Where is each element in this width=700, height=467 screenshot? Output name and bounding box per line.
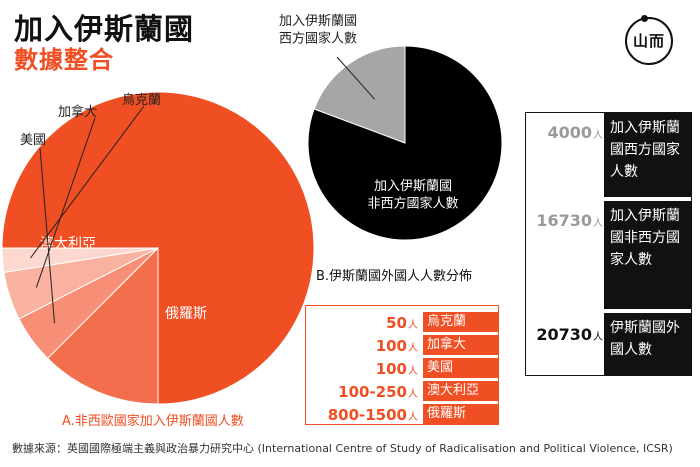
pie-a-slice-0 <box>1 91 315 405</box>
legend-a-name: 烏克蘭 <box>423 312 498 332</box>
pie-a-label-0: 俄羅斯 <box>165 306 207 322</box>
legend-b-name: 伊斯蘭國外國人數 <box>604 313 692 375</box>
legend-b-value-text: 20730 <box>536 325 592 344</box>
legend-a-row: 50人 烏克蘭 <box>306 312 498 334</box>
pie-b-label-0: 加入伊斯蘭國西方國家人數 <box>279 13 357 47</box>
legend-b-unit: 人 <box>593 332 603 343</box>
legend-a-value: 50人 <box>386 314 418 332</box>
pie-a-label-4: 烏克蘭 <box>122 92 161 108</box>
pie-a-slice-4 <box>1 247 159 273</box>
legend-b-value: 20730人 <box>536 325 603 344</box>
legend-b-unit: 人 <box>593 130 603 141</box>
pie-a-label-3: 加拿大 <box>58 104 97 120</box>
sun-icon <box>641 15 648 22</box>
chart-b-caption: B.伊斯蘭國外國人人數分佈 <box>316 269 473 284</box>
pie-b-label-1: 加入伊斯蘭國非西方國家人數 <box>367 178 458 212</box>
pie-b-slice-0 <box>313 45 406 144</box>
legend-a-value-text: 100 <box>375 337 407 355</box>
legend-b: 4000人 加入伊斯蘭國西方國家人數 16730人 加入伊斯蘭國非西方國家人數 2073… <box>525 112 692 376</box>
legend-a-value-text: 800-1500 <box>327 406 407 424</box>
legend-b-value: 4000人 <box>547 123 603 142</box>
legend-b-value-text: 16730 <box>536 211 592 230</box>
logo-text: 山而 <box>632 32 665 50</box>
legend-a-name: 加拿大 <box>423 335 498 355</box>
legend-a-unit: 人 <box>408 412 418 423</box>
legend-a-value: 100人 <box>376 360 418 378</box>
legend-a-value: 100-250人 <box>338 383 418 401</box>
legend-a-name: 俄羅斯 <box>423 404 498 424</box>
page-subtitle: 數據整合 <box>14 46 114 74</box>
legend-a-value: 100人 <box>376 337 418 355</box>
legend-a-value-text: 100 <box>375 360 407 378</box>
legend-a-row: 100-250人 澳大利亞 <box>306 381 498 403</box>
pie-b-slice-1 <box>307 45 503 241</box>
legend-b-value-text: 4000 <box>547 123 592 142</box>
legend-a-value-text: 100-250 <box>338 383 407 401</box>
legend-a: 50人 烏克蘭 100人 加拿大 100人 美國 100-250人 澳大利亞 800-1500人… <box>305 305 499 425</box>
legend-b-unit: 人 <box>593 218 603 229</box>
source-note: 數據來源：英國國際極端主義與政治暴力研究中心 (International Ce… <box>12 442 673 455</box>
chart-a-caption: A.非西歐國家加入伊斯蘭國人數 <box>62 414 244 429</box>
legend-b-value: 16730人 <box>536 211 603 230</box>
pie-a-slice-1 <box>46 246 159 405</box>
legend-a-unit: 人 <box>408 366 418 377</box>
legend-b-name: 加入伊斯蘭國西方國家人數 <box>604 113 692 197</box>
page-title: 加入伊斯蘭國 <box>14 12 195 46</box>
pie-a-label-2: 美國 <box>20 133 46 148</box>
legend-a-unit: 人 <box>408 320 418 331</box>
legend-a-row: 100人 加拿大 <box>306 335 498 357</box>
legend-a-unit: 人 <box>408 389 418 400</box>
legend-a-name: 澳大利亞 <box>423 381 498 401</box>
legend-a-row: 800-1500人 俄羅斯 <box>306 404 498 426</box>
legend-a-name: 美國 <box>423 358 498 378</box>
legend-a-value-text: 50 <box>386 314 407 332</box>
legend-a-unit: 人 <box>408 343 418 354</box>
legend-a-value: 800-1500人 <box>328 406 418 424</box>
pie-a-leader-3 <box>35 117 96 288</box>
legend-b-name: 加入伊斯蘭國非西方國家人數 <box>604 201 692 309</box>
pie-a-label-1: 澳大利亞 <box>40 236 96 252</box>
pie-chart-b: 加入伊斯蘭國非西方國家人數 加入伊斯蘭國西方國家人數 <box>279 13 503 241</box>
brand-logo: 山而 <box>625 15 673 65</box>
pie-a-leader-4 <box>30 105 145 259</box>
legend-a-row: 100人 美國 <box>306 358 498 380</box>
pie-b-leader-0 <box>336 56 375 100</box>
